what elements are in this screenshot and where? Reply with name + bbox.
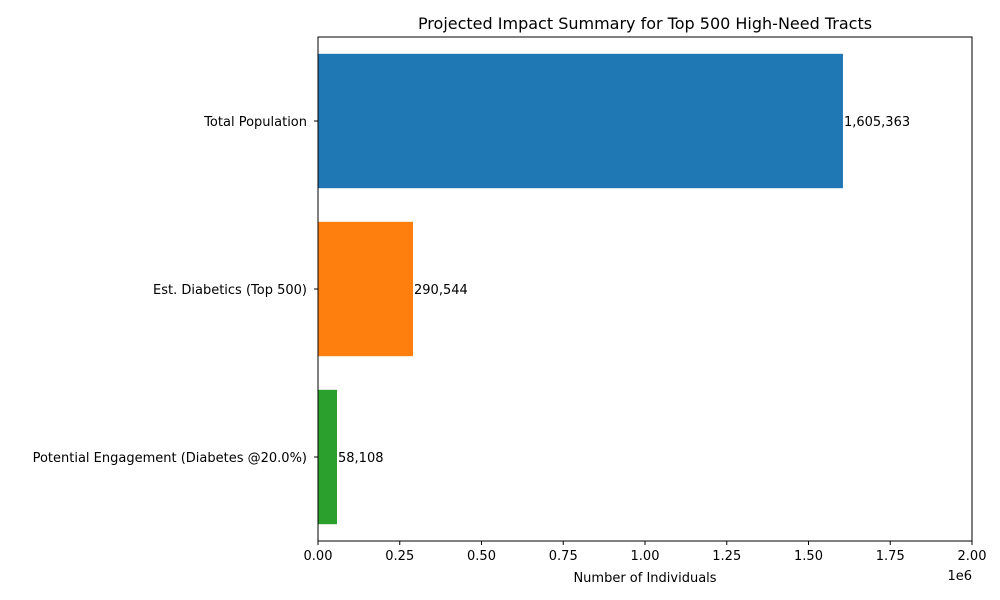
y-axis-ticks: Total Population Est. Diabetics (Top 500)… <box>33 115 318 466</box>
chart-title: Projected Impact Summary for Top 500 Hig… <box>418 14 872 33</box>
y-tick-label-2: Est. Diabetics (Top 500) <box>153 283 307 298</box>
y-tick-label-1: Total Population <box>203 115 307 130</box>
y-tick-label-3: Potential Engagement (Diabetes @20.0%) <box>33 451 307 466</box>
bar-2 <box>318 221 414 357</box>
x-tick-label-3: 0.50 <box>467 549 496 564</box>
bar-1 <box>318 53 843 189</box>
x-tick-label-5: 1.00 <box>631 549 660 564</box>
x-axis-offset-label: 1e6 <box>947 569 972 584</box>
x-tick-label-1: 0.00 <box>304 549 333 564</box>
x-tick-label-6: 1.25 <box>712 549 741 564</box>
x-axis-label: Number of Individuals <box>573 571 716 586</box>
bar-value-label-2: 290,544 <box>414 283 468 298</box>
bar-3 <box>318 389 338 525</box>
x-axis-ticks: 0.00 0.25 0.50 0.75 1.00 1.25 1.50 1.75 2.00 <box>304 541 987 564</box>
plot-frame <box>317 36 973 542</box>
x-tick-label-7: 1.50 <box>794 549 823 564</box>
bar-value-label-1: 1,605,363 <box>844 115 910 130</box>
x-tick-label-4: 0.75 <box>549 549 578 564</box>
bar-value-label-3: 58,108 <box>338 451 384 466</box>
bars-group: 1,605,363 290,544 58,108 <box>318 53 910 525</box>
x-tick-label-8: 1.75 <box>876 549 905 564</box>
x-tick-label-9: 2.00 <box>958 549 987 564</box>
x-tick-label-2: 0.25 <box>385 549 414 564</box>
